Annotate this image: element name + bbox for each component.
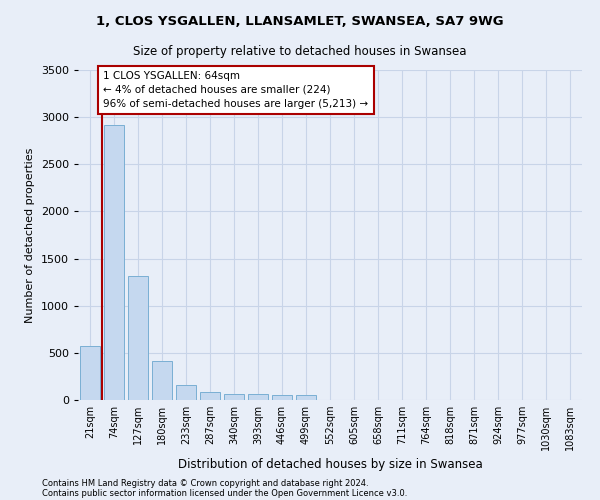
Bar [104,124,124,400]
Bar [224,394,244,400]
Bar [128,276,148,400]
Bar [248,394,268,400]
Bar [272,395,292,400]
Bar [200,392,220,400]
Bar [176,385,196,400]
Text: 1, CLOS YSGALLEN, LLANSAMLET, SWANSEA, SA7 9WG: 1, CLOS YSGALLEN, LLANSAMLET, SWANSEA, S… [96,15,504,28]
X-axis label: Distribution of detached houses by size in Swansea: Distribution of detached houses by size … [178,458,482,471]
Text: Contains HM Land Registry data © Crown copyright and database right 2024.: Contains HM Land Registry data © Crown c… [42,478,368,488]
Text: Contains public sector information licensed under the Open Government Licence v3: Contains public sector information licen… [42,488,407,498]
Bar [80,346,100,400]
Text: Size of property relative to detached houses in Swansea: Size of property relative to detached ho… [133,45,467,58]
Bar [152,362,172,400]
Text: 1 CLOS YSGALLEN: 64sqm
← 4% of detached houses are smaller (224)
96% of semi-det: 1 CLOS YSGALLEN: 64sqm ← 4% of detached … [103,71,368,109]
Bar [296,396,316,400]
Y-axis label: Number of detached properties: Number of detached properties [25,148,35,322]
